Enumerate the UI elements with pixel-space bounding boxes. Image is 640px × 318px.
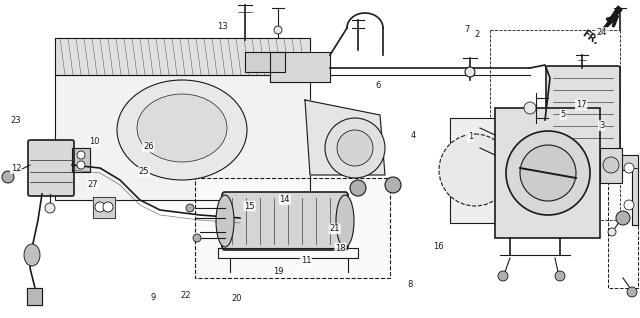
Circle shape [103, 202, 113, 212]
Bar [608, 168, 638, 288]
Polygon shape [245, 52, 285, 72]
Text: 12: 12 [11, 164, 21, 173]
Circle shape [193, 234, 201, 242]
Text: 15: 15 [244, 202, 255, 211]
Circle shape [465, 67, 475, 77]
Text: 20: 20 [232, 294, 242, 303]
Ellipse shape [336, 195, 354, 247]
FancyBboxPatch shape [222, 192, 348, 250]
Polygon shape [72, 148, 90, 172]
Bar [195, 178, 390, 278]
Text: 23: 23 [11, 116, 21, 125]
Text: 27: 27 [88, 180, 98, 189]
Circle shape [506, 131, 590, 215]
Bar [495, 108, 600, 238]
Text: 24: 24 [596, 28, 607, 37]
Text: 18: 18 [335, 244, 346, 252]
Circle shape [498, 271, 508, 281]
Circle shape [274, 26, 282, 34]
Text: 4: 4 [410, 131, 415, 140]
Text: 9: 9 [151, 293, 156, 302]
Bar [600, 148, 622, 183]
Polygon shape [55, 75, 310, 200]
Text: 10: 10 [90, 137, 100, 146]
Circle shape [627, 287, 637, 297]
Polygon shape [27, 288, 42, 305]
Circle shape [624, 200, 634, 210]
Text: 13: 13 [218, 22, 228, 31]
Text: 5: 5 [561, 110, 566, 119]
Circle shape [608, 228, 616, 236]
Ellipse shape [216, 195, 234, 247]
Circle shape [385, 177, 401, 193]
Ellipse shape [24, 244, 40, 266]
Text: 2: 2 [474, 30, 479, 39]
Circle shape [624, 163, 634, 173]
Circle shape [325, 118, 385, 178]
Text: 11: 11 [301, 256, 311, 265]
Circle shape [77, 151, 85, 159]
Ellipse shape [117, 80, 247, 180]
Text: 25: 25 [139, 167, 149, 176]
Text: 8: 8 [407, 280, 412, 289]
Polygon shape [93, 197, 115, 218]
Polygon shape [55, 38, 310, 75]
Circle shape [45, 203, 55, 213]
Text: 7: 7 [465, 25, 470, 34]
Polygon shape [600, 6, 622, 34]
FancyBboxPatch shape [546, 66, 620, 150]
Circle shape [350, 180, 366, 196]
Text: 3: 3 [599, 121, 604, 130]
FancyBboxPatch shape [28, 140, 74, 196]
Circle shape [77, 161, 85, 169]
Text: 17: 17 [576, 100, 586, 109]
Text: FR.: FR. [580, 29, 600, 47]
Text: 6: 6 [375, 81, 380, 90]
Text: 26: 26 [143, 142, 154, 151]
Circle shape [603, 157, 619, 173]
Bar [450, 118, 500, 223]
Circle shape [337, 130, 373, 166]
Circle shape [520, 145, 576, 201]
Circle shape [524, 102, 536, 114]
Text: 21: 21 [330, 225, 340, 233]
Text: 22: 22 [180, 291, 191, 300]
Circle shape [186, 204, 194, 212]
Text: 19: 19 [273, 267, 284, 276]
Ellipse shape [137, 94, 227, 162]
Polygon shape [620, 155, 638, 225]
Polygon shape [270, 52, 330, 82]
Polygon shape [305, 100, 385, 175]
Circle shape [616, 211, 630, 225]
Text: 14: 14 [280, 195, 290, 204]
Circle shape [439, 134, 511, 206]
Text: 1: 1 [468, 132, 473, 141]
Circle shape [2, 171, 14, 183]
Circle shape [555, 271, 565, 281]
Circle shape [95, 202, 105, 212]
Text: 16: 16 [433, 242, 444, 251]
